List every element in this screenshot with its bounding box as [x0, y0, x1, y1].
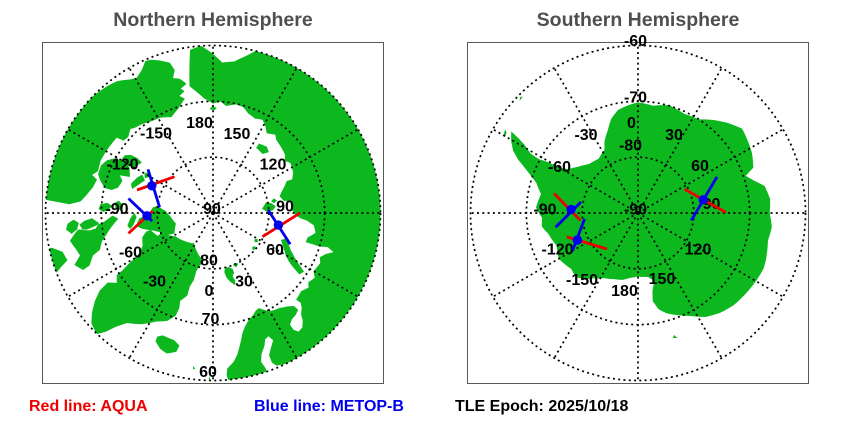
south-map-title: Southern Hemisphere — [536, 9, 740, 31]
metopb-track-line — [571, 218, 586, 252]
satellite-position-dot — [147, 181, 157, 191]
satellite-position-dot — [698, 195, 708, 205]
north-grid-label: 120 — [260, 157, 287, 174]
north-grid-label: -90 — [105, 201, 128, 218]
legend-blue-metopb: Blue line: METOP-B — [254, 398, 404, 415]
north-grid-label: -60 — [119, 245, 142, 262]
north-grid-labels: 180 150 -150 120 -120 90 -90 90 -60 60 -30 30 80 0 70 6… — [105, 115, 294, 381]
north-grid-label: 30 — [235, 274, 253, 291]
north-grid-label: 0 — [205, 283, 214, 300]
south-grid-label: -120 — [541, 242, 573, 259]
south-satellite-markers — [553, 176, 727, 252]
satellite-position-dot — [142, 211, 152, 221]
north-grid-label: 90 — [276, 199, 294, 216]
south-grid-label: -70 — [624, 90, 647, 107]
north-map-box: 180 150 -150 120 -120 90 -90 90 -60 60 -30 30 80 0 70 6… — [42, 42, 384, 384]
north-grid-label: 60 — [199, 364, 217, 381]
south-polar-map: -60-700-3030-80-6060-90-9090-120120-1501… — [469, 33, 807, 382]
north-grid-label: 80 — [200, 253, 218, 270]
south-grid-label: 0 — [627, 115, 636, 132]
south-grid-label: 180 — [611, 283, 638, 300]
north-map-title: Northern Hemisphere — [113, 9, 313, 31]
north-grid-label: 150 — [224, 126, 251, 143]
south-graticule — [469, 44, 807, 382]
south-grid-label: -90 — [533, 202, 556, 219]
south-grid-label: -90 — [624, 202, 647, 219]
north-grid-label: 70 — [202, 311, 220, 328]
south-grid-label: -60 — [624, 33, 647, 50]
north-grid-label: -150 — [140, 126, 172, 143]
satellite-position-dot — [572, 235, 583, 245]
north-polar-map: 180 150 -150 120 -120 90 -90 90 -60 60 -30 30 80 0 70 6… — [44, 44, 382, 382]
north-satellite-markers — [127, 168, 301, 246]
satellite-position-dot — [273, 220, 284, 230]
south-grid-label: 120 — [685, 242, 712, 259]
north-grid-label: 180 — [186, 115, 213, 132]
north-grid-label: 60 — [266, 242, 284, 259]
south-grid-label: -80 — [619, 138, 642, 155]
north-grid-label: -30 — [143, 274, 166, 291]
north-landmasses — [45, 45, 381, 381]
metopb-track-line — [554, 201, 582, 229]
south-grid-labels: -60-700-3030-80-6060-90-9090-120120-1501… — [533, 33, 720, 300]
south-grid-label: 60 — [691, 158, 709, 175]
south-grid-label: 150 — [649, 271, 676, 288]
south-grid-label: -30 — [574, 127, 597, 144]
south-grid-label: 30 — [665, 127, 683, 144]
north-graticule — [44, 44, 382, 382]
south-grid-label: -150 — [566, 272, 598, 289]
legend-tle-epoch: TLE Epoch: 2025/10/18 — [455, 398, 629, 415]
south-grid-label: -60 — [548, 159, 571, 176]
south-landmasses — [503, 96, 772, 339]
legend-red-aqua: Red line: AQUA — [29, 398, 148, 415]
north-grid-label: -120 — [106, 157, 138, 174]
satellite-position-dot — [566, 204, 576, 215]
north-grid-label: 90 — [203, 201, 221, 218]
south-map-box: -60-700-3030-80-6060-90-9090-120120-1501… — [467, 33, 809, 384]
